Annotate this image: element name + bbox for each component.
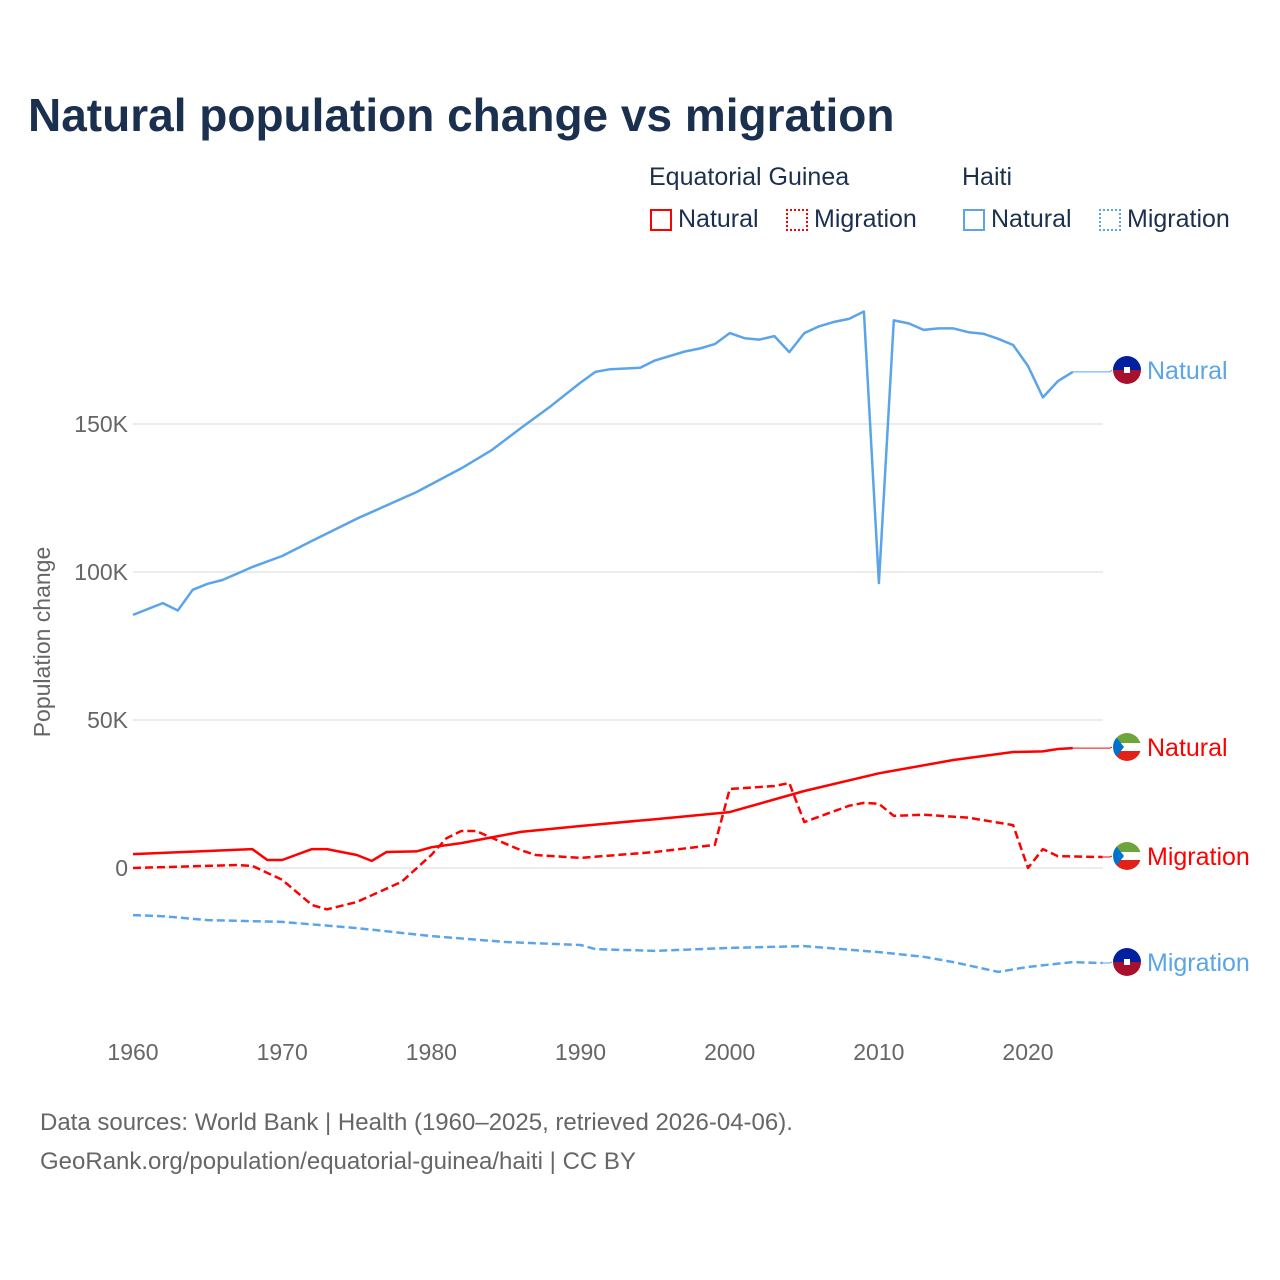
flag-stripe	[1113, 842, 1141, 852]
flag-stripe	[1113, 860, 1141, 870]
label-connector	[1072, 369, 1113, 373]
series-line-haiti-migration	[132, 913, 1103, 974]
flag-body	[1113, 356, 1141, 384]
series-end-label: Natural	[1147, 734, 1228, 762]
series-end-label: Migration	[1147, 949, 1250, 977]
flag-eq-guinea-icon	[1113, 733, 1141, 761]
footer-source: Data sources: World Bank | Health (1960–…	[40, 1109, 793, 1136]
flag-body	[1113, 733, 1141, 761]
legend-label: Migration	[814, 205, 917, 233]
chart-title: Natural population change vs migration	[28, 89, 895, 141]
x-tick-label: 1990	[555, 1039, 606, 1065]
x-tick-label: 1960	[107, 1039, 158, 1065]
flag-eq-guinea-icon	[1113, 842, 1141, 870]
y-axis-label: Population change	[29, 547, 55, 738]
label-connector	[1102, 961, 1113, 964]
flag-stripe	[1113, 743, 1141, 751]
flag-body	[1113, 842, 1141, 870]
flag-triangle	[1113, 842, 1124, 870]
flag-emblem	[1124, 959, 1130, 965]
legend-swatch-solid	[963, 208, 985, 231]
y-tick-label: 150K	[74, 411, 128, 437]
flag-stripe	[1113, 948, 1141, 962]
flag-body	[1113, 948, 1141, 976]
legend-swatch-dotted	[1099, 208, 1121, 231]
footer-url: GeoRank.org/population/equatorial-guinea…	[40, 1148, 636, 1175]
legend-label: Natural	[991, 205, 1072, 233]
flag-haiti-icon	[1113, 356, 1141, 384]
legend-item-haiti-migration[interactable]: Migration	[1099, 205, 1230, 234]
series-end-label: Natural	[1147, 357, 1228, 385]
x-tick-label: 2000	[704, 1039, 755, 1065]
x-tick-label: 1980	[406, 1039, 457, 1065]
legend-label: Migration	[1127, 205, 1230, 233]
label-connector	[1102, 855, 1113, 858]
y-tick-label: 100K	[74, 559, 128, 585]
flag-stripe	[1113, 356, 1141, 370]
series-line-equatorial-guinea-natural	[132, 746, 1073, 863]
legend-item-eq-migration[interactable]: Migration	[786, 205, 917, 234]
x-tick-label: 2010	[853, 1039, 904, 1065]
series-end-label: Migration	[1147, 843, 1250, 871]
y-tick-label: 50K	[87, 707, 129, 733]
legend-swatch-solid	[650, 208, 672, 231]
flag-emblem	[1124, 367, 1130, 373]
flag-stripe	[1113, 733, 1141, 743]
series-line-equatorial-guinea-migration	[132, 781, 1103, 911]
legend-item-haiti-natural[interactable]: Natural	[963, 205, 1072, 234]
legend-item-eq-natural[interactable]: Natural	[650, 205, 759, 234]
legend-group-haiti: Haiti	[962, 163, 1013, 191]
flag-triangle	[1113, 733, 1124, 761]
legend-swatch-dotted	[786, 208, 808, 231]
x-tick-label: 2020	[1002, 1039, 1053, 1065]
flag-stripe	[1113, 751, 1141, 761]
series-line-haiti-natural	[132, 310, 1074, 617]
flag-stripe	[1113, 852, 1141, 860]
flag-stripe	[1113, 370, 1141, 384]
y-tick-label: 0	[115, 855, 128, 881]
x-tick-label: 1970	[257, 1039, 308, 1065]
label-connector	[1072, 746, 1113, 749]
flag-stripe	[1113, 962, 1141, 976]
flag-haiti-icon	[1113, 948, 1141, 976]
legend-group-eq-guinea: Equatorial Guinea	[649, 163, 850, 191]
legend-label: Natural	[678, 205, 759, 233]
